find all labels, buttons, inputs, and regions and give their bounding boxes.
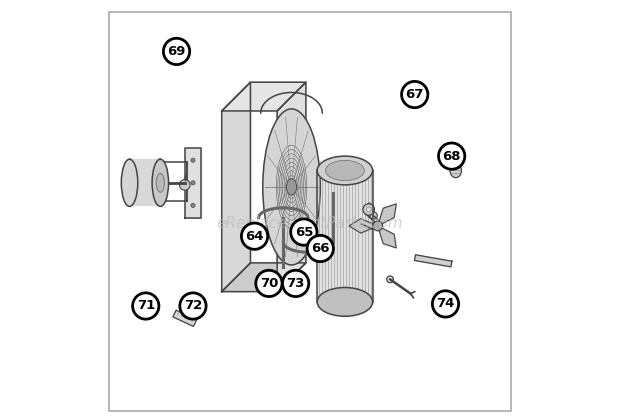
Text: 68: 68 [443,150,461,163]
Circle shape [432,291,459,317]
Circle shape [133,293,159,319]
Text: 71: 71 [136,300,155,313]
Ellipse shape [122,159,138,207]
Ellipse shape [263,109,321,265]
Circle shape [256,270,282,297]
Polygon shape [415,255,452,267]
Circle shape [179,179,190,190]
Circle shape [191,203,195,207]
Text: 70: 70 [260,277,278,290]
Ellipse shape [286,178,296,195]
Circle shape [180,293,206,319]
Polygon shape [349,219,378,233]
Circle shape [438,143,465,169]
Text: 65: 65 [294,225,313,238]
Bar [317,171,373,302]
Text: 64: 64 [246,230,264,243]
Text: 73: 73 [286,277,305,290]
Circle shape [366,207,371,212]
Bar [130,159,161,207]
Text: eReplacementParts.com: eReplacementParts.com [216,216,404,231]
Text: 67: 67 [405,88,424,101]
Circle shape [373,221,383,231]
Text: 69: 69 [167,45,186,58]
Circle shape [363,204,374,215]
Ellipse shape [156,173,164,192]
Text: 72: 72 [184,300,202,313]
Ellipse shape [450,163,461,178]
Circle shape [370,212,378,220]
Circle shape [241,223,268,249]
Polygon shape [378,226,396,248]
Polygon shape [277,82,306,292]
Polygon shape [222,82,250,292]
Polygon shape [185,148,201,218]
Circle shape [402,81,428,108]
Polygon shape [222,82,306,111]
Circle shape [191,181,195,185]
Circle shape [283,270,309,297]
Circle shape [191,158,195,162]
Text: 74: 74 [436,297,454,310]
Ellipse shape [317,156,373,185]
Polygon shape [173,310,197,326]
Polygon shape [222,263,306,292]
Ellipse shape [152,159,169,207]
Text: 66: 66 [311,242,329,255]
Circle shape [307,235,334,261]
Circle shape [164,38,190,65]
Ellipse shape [326,160,365,181]
Ellipse shape [317,287,373,316]
Polygon shape [378,204,396,226]
Circle shape [291,219,317,245]
